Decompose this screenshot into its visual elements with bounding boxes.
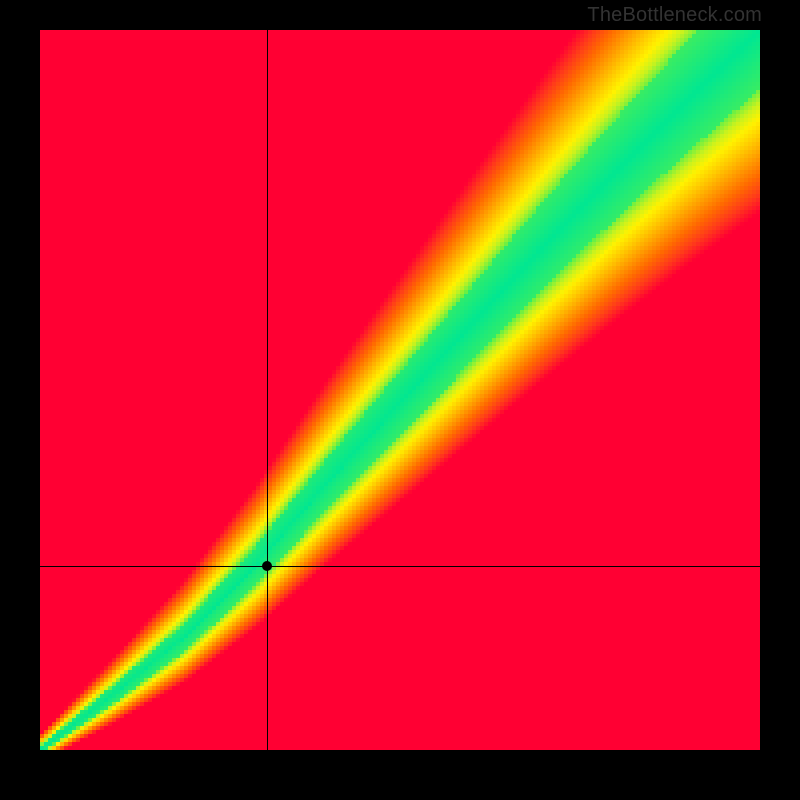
heatmap-plot: [40, 30, 760, 750]
attribution-text: TheBottleneck.com: [587, 4, 762, 27]
heatmap-canvas: [40, 30, 760, 750]
data-point-marker: [262, 561, 272, 571]
crosshair-horizontal: [40, 566, 760, 567]
crosshair-vertical: [267, 30, 268, 750]
figure-container: TheBottleneck.com: [0, 0, 800, 800]
